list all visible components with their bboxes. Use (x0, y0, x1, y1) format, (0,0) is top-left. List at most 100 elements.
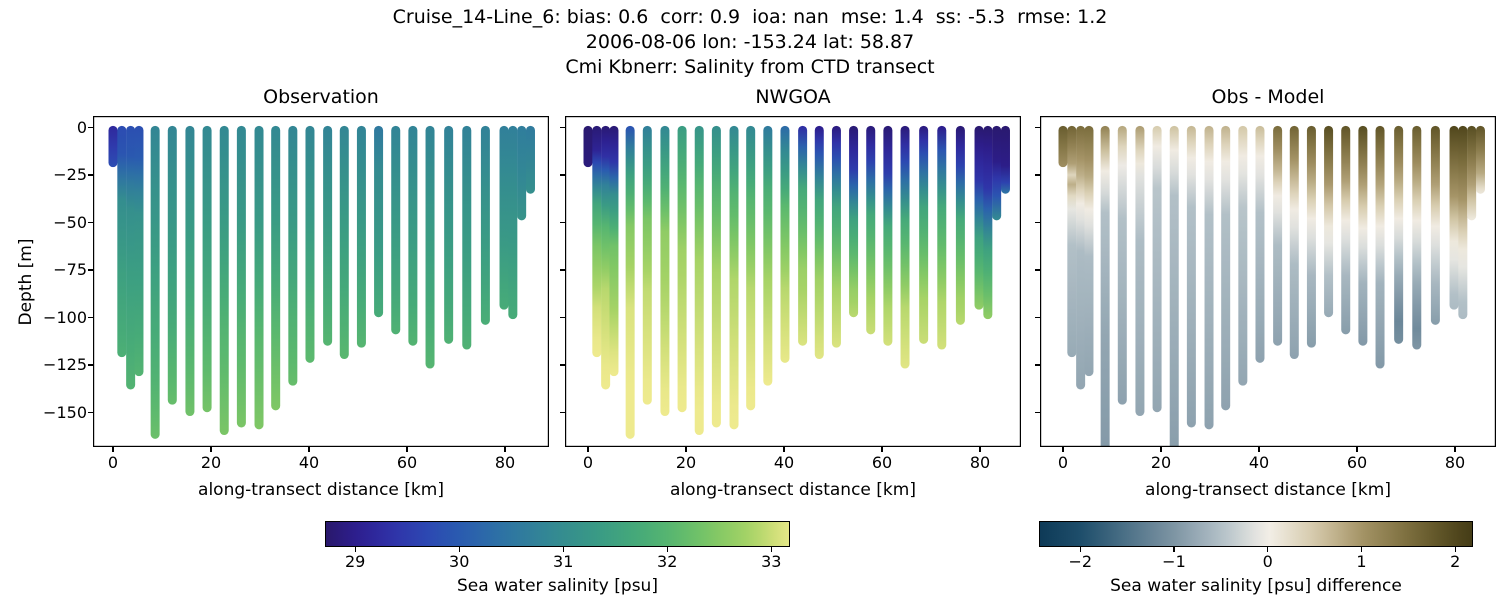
y-axis-tick (1035, 364, 1040, 366)
colorbar-tick-label: 0 (1262, 552, 1273, 571)
colorbar-salinity (325, 521, 790, 547)
y-tick-label: 0 (76, 117, 87, 137)
y-axis-tick (560, 364, 565, 366)
y-axis-tick (88, 364, 93, 366)
colorbar-tick (562, 547, 564, 552)
y-axis-tick (560, 126, 565, 129)
y-axis-tick (560, 316, 565, 319)
y-axis-tick (560, 269, 565, 271)
y-axis-tick (1035, 269, 1040, 271)
x-axis-tick (881, 447, 883, 452)
x-tick-label: 20 (200, 453, 222, 472)
colorbar-tick-label: 31 (553, 552, 574, 571)
axes-frame (1040, 116, 1496, 447)
y-axis-tick (88, 316, 93, 319)
y-axis-tick (1035, 174, 1040, 176)
y-tick-label: −25 (53, 165, 87, 184)
observation-casts-svg (93, 116, 549, 447)
x-axis-tick (1356, 447, 1358, 452)
figure-title-line2: 2006-08-06 lon: -153.24 lat: 58.87 (585, 31, 915, 53)
y-tick-label: −50 (53, 212, 87, 232)
x-axis-tick (112, 447, 114, 452)
y-axis-tick (88, 174, 93, 176)
y-axis-tick (1035, 221, 1040, 224)
x-tick-label: 20 (1150, 453, 1172, 472)
x-tick-label: 60 (871, 453, 893, 472)
colorbar-tick (1079, 547, 1081, 552)
x-tick-label: 40 (1248, 453, 1270, 472)
difference-casts-svg (1040, 116, 1496, 447)
x-tick-label: 60 (1346, 453, 1368, 472)
x-tick-label: 40 (773, 453, 795, 472)
colorbar-tick-label: 1 (1356, 552, 1367, 571)
y-axis-tick (560, 174, 565, 176)
colorbar-tick-label: −2 (1068, 552, 1093, 571)
x-tick-label: 0 (1057, 453, 1069, 472)
x-axis-tick (1062, 447, 1064, 452)
y-axis-tick (88, 221, 93, 224)
colorbar-tick (1454, 547, 1456, 552)
x-axis-tick (783, 447, 785, 452)
colorbar-tick-label: −1 (1162, 552, 1186, 571)
colorbar-tick (458, 547, 460, 552)
x-axis-tick (1454, 447, 1456, 452)
x-tick-label: 0 (107, 453, 119, 472)
x-tick-label: 80 (1444, 453, 1466, 472)
x-tick-label: 0 (582, 453, 594, 472)
x-axis-tick (308, 447, 310, 452)
colorbar-difference-label: Sea water salinity [psu] difference (1110, 576, 1402, 596)
panel-difference-plot (1040, 116, 1496, 447)
y-axis-tick (1035, 411, 1040, 414)
x-axis-tick (1258, 447, 1260, 452)
colorbar-tick (770, 547, 772, 552)
figure-title-line1: Cruise_14-Line_6: bias: 0.6 corr: 0.9 io… (392, 6, 1108, 28)
colorbar-tick-label: 32 (657, 552, 678, 571)
x-axis-label-nwgoa: along-transect distance [km] (670, 480, 916, 500)
figure-title-line3: Cmi Kbnerr: Salinity from CTD transect (565, 56, 935, 78)
colorbar-salinity-label: Sea water salinity [psu] (457, 576, 658, 596)
panel-title-observation: Observation (263, 86, 379, 108)
y-axis-tick (88, 269, 93, 271)
x-axis-tick (587, 447, 589, 452)
colorbar-tick-label: 29 (344, 552, 366, 571)
axes-frame (565, 116, 1021, 447)
x-axis-tick (504, 447, 506, 452)
x-axis-tick (1160, 447, 1162, 452)
colorbar-tick (354, 547, 356, 552)
y-axis-tick (1035, 126, 1040, 129)
y-axis-tick (88, 126, 93, 129)
colorbar-tick-label: 2 (1450, 552, 1461, 571)
x-axis-tick (979, 447, 981, 452)
y-tick-label: −75 (53, 260, 87, 279)
x-tick-label: 80 (969, 453, 991, 472)
y-tick-label: −150 (43, 402, 87, 422)
colorbar-tick (1360, 547, 1363, 552)
panel-title-nwgoa: NWGOA (755, 86, 831, 108)
colorbar-tick (1267, 547, 1269, 552)
x-axis-label-observation: along-transect distance [km] (198, 480, 444, 500)
y-axis-tick (560, 221, 565, 224)
nwgoa-casts-svg (565, 116, 1021, 447)
panel-title-obs-model: Obs - Model (1211, 86, 1325, 108)
colorbar-tick-label: 30 (449, 552, 470, 571)
x-axis-tick (210, 447, 212, 452)
y-tick-label: −100 (43, 307, 87, 327)
y-axis-tick (1035, 316, 1040, 319)
colorbar-tick (666, 547, 668, 552)
colorbar-tick (1173, 547, 1175, 552)
x-tick-label: 80 (494, 453, 516, 472)
y-axis-tick (560, 411, 565, 414)
x-tick-label: 20 (675, 453, 697, 472)
panel-observation-plot (93, 116, 549, 447)
x-axis-tick (685, 447, 687, 452)
panel-nwgoa-plot (565, 116, 1021, 447)
x-tick-label: 40 (298, 453, 320, 472)
x-axis-tick (406, 447, 408, 452)
colorbar-difference (1039, 521, 1473, 547)
y-tick-label: −125 (43, 355, 87, 374)
colorbar-tick-label: 33 (761, 552, 782, 571)
x-tick-label: 60 (396, 453, 418, 472)
y-axis-tick (88, 411, 93, 414)
axes-frame (93, 116, 549, 447)
